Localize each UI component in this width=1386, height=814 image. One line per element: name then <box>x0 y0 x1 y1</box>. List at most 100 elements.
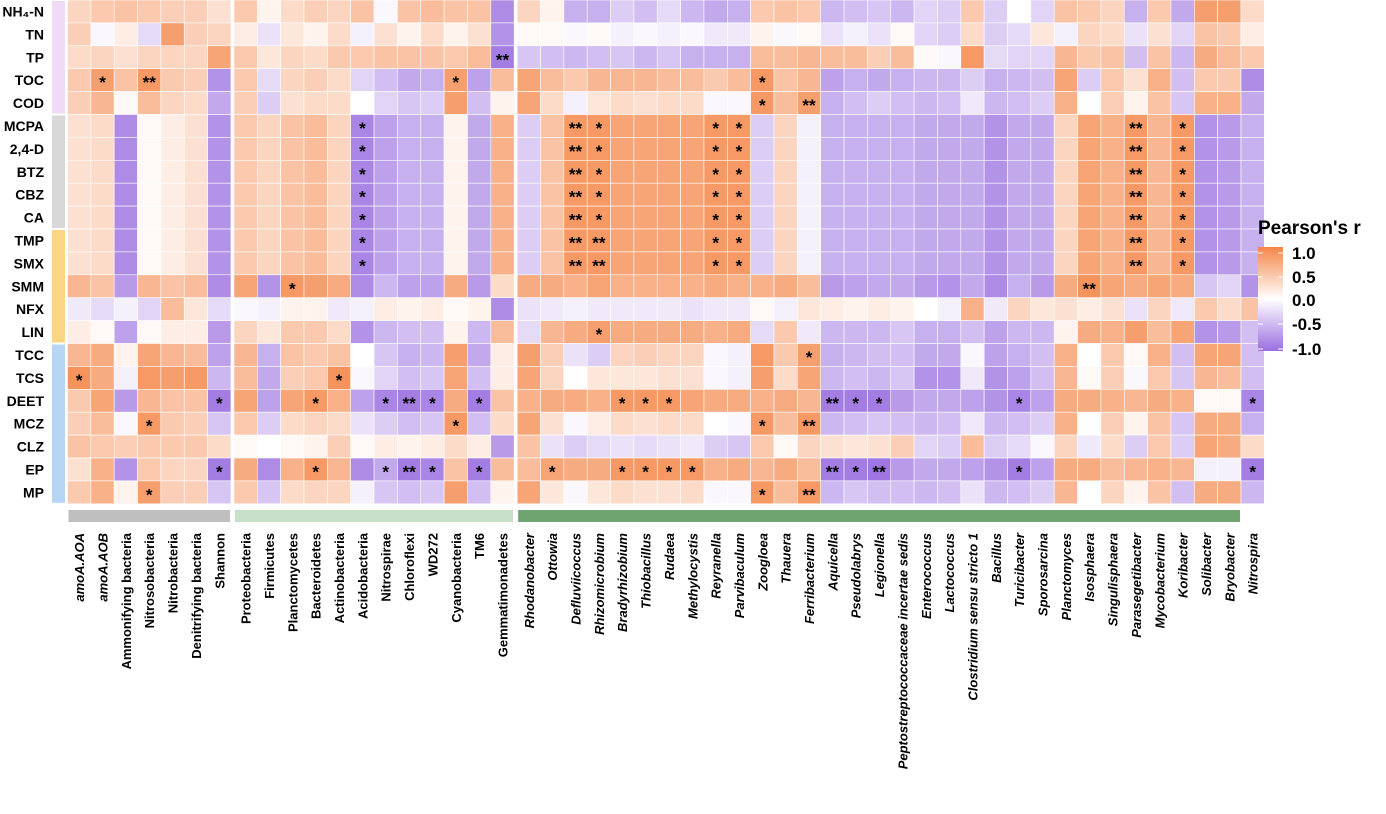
column-label: Ammonifying bacteria <box>119 532 134 669</box>
column-label: TM6 <box>472 533 487 559</box>
heatmap-cell <box>1100 68 1125 92</box>
heatmap-cell <box>280 320 305 344</box>
heatmap-cell <box>516 251 541 276</box>
heatmap-cell <box>1194 411 1218 436</box>
heatmap-cell <box>937 434 962 459</box>
heatmap-cell <box>586 366 611 390</box>
significance-star: * <box>712 233 719 252</box>
heatmap-cell <box>1100 0 1125 24</box>
heatmap-cell <box>680 0 705 24</box>
significance-star: ** <box>826 462 840 481</box>
heatmap-cell <box>820 366 845 390</box>
heatmap-cell <box>890 182 915 207</box>
heatmap-cell <box>1217 114 1242 138</box>
heatmap-cell <box>1100 45 1125 69</box>
heatmap-cell <box>890 343 915 367</box>
heatmap-cell <box>90 274 115 298</box>
heatmap-cell <box>983 388 1008 413</box>
significance-star: * <box>1179 119 1186 138</box>
heatmap-cell <box>703 411 728 436</box>
significance-star: ** <box>592 233 606 252</box>
heatmap-cell <box>160 388 185 413</box>
heatmap-cell <box>820 91 845 115</box>
heatmap-cell <box>280 0 305 24</box>
heatmap-cell <box>913 274 938 298</box>
heatmap-cell <box>350 434 375 459</box>
heatmap-cell <box>467 411 492 436</box>
heatmap-cell <box>350 274 375 298</box>
heatmap-cell <box>773 182 798 207</box>
significance-star: * <box>359 142 366 161</box>
heatmap-cell <box>183 228 208 253</box>
heatmap-cell <box>633 251 658 276</box>
heatmap-cell <box>1194 228 1218 253</box>
heatmap-cell <box>1170 22 1195 47</box>
heatmap-cell <box>610 251 635 276</box>
heatmap-cell <box>656 114 681 138</box>
heatmap-cell <box>656 434 681 459</box>
heatmap-cell <box>937 0 962 24</box>
significance-star: ** <box>569 165 583 184</box>
heatmap-cell <box>843 343 868 367</box>
heatmap-cell <box>1147 45 1172 69</box>
heatmap-cell <box>67 320 92 344</box>
heatmap-cell <box>1053 0 1078 24</box>
heatmap-cell <box>820 274 845 298</box>
heatmap-cell <box>633 68 658 92</box>
heatmap-cell <box>467 251 492 276</box>
heatmap-cell <box>373 297 398 321</box>
heatmap-cell <box>397 114 422 138</box>
heatmap-cell <box>913 68 938 92</box>
heatmap-cell <box>913 411 938 436</box>
heatmap-cell <box>327 320 352 344</box>
heatmap-cell <box>656 480 681 505</box>
heatmap-cell <box>1170 480 1195 505</box>
heatmap-cell <box>820 480 845 505</box>
heatmap-cell <box>890 434 915 459</box>
column-label: Ottowia <box>545 533 560 581</box>
heatmap-cell <box>183 251 208 276</box>
heatmap-cell <box>890 45 915 69</box>
heatmap-cell <box>1123 91 1148 115</box>
heatmap-cell <box>750 343 775 367</box>
heatmap-cell <box>797 137 821 161</box>
heatmap-cell <box>420 320 445 344</box>
heatmap-cell <box>207 68 232 92</box>
heatmap-cell <box>160 457 185 482</box>
heatmap-cell <box>750 45 775 69</box>
heatmap-cell <box>937 182 962 207</box>
heatmap-cell <box>960 274 985 298</box>
heatmap-cell <box>137 160 162 184</box>
heatmap-cell <box>890 274 915 298</box>
heatmap-cell <box>443 457 468 482</box>
row-label: TN <box>25 26 44 42</box>
heatmap-cell <box>1100 22 1125 47</box>
heatmap-cell <box>280 68 305 92</box>
heatmap-cell <box>563 22 588 47</box>
heatmap-cell <box>1100 274 1125 298</box>
heatmap-cell <box>207 297 232 321</box>
column-label: Bradyrhizobium <box>615 533 630 632</box>
heatmap-cell <box>280 22 305 47</box>
heatmap-cell <box>1053 434 1078 459</box>
heatmap-cell <box>726 320 751 344</box>
heatmap-cell <box>490 297 515 321</box>
heatmap-cell <box>680 205 705 230</box>
significance-star: * <box>1179 142 1186 161</box>
heatmap-cell <box>656 274 681 298</box>
significance-star: * <box>359 256 366 275</box>
column-label: Gemmatimonadetes <box>495 533 510 657</box>
heatmap-cell <box>256 320 281 344</box>
heatmap-cell <box>327 114 352 138</box>
heatmap-cell <box>820 320 845 344</box>
heatmap-cell <box>610 137 635 161</box>
heatmap-cell <box>373 480 398 505</box>
heatmap-cell <box>1217 228 1242 253</box>
heatmap-cell <box>797 68 821 92</box>
significance-star: * <box>712 119 719 138</box>
heatmap-cell <box>1007 251 1032 276</box>
heatmap-cell <box>1100 228 1125 253</box>
heatmap-cell <box>610 366 635 390</box>
heatmap-cell <box>563 388 588 413</box>
heatmap-cell <box>540 137 565 161</box>
